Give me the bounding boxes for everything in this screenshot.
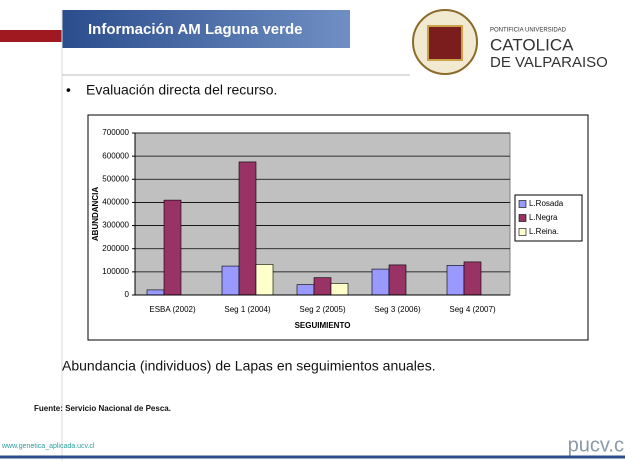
x-tick-label: Seg 2 (2005) — [299, 305, 346, 314]
logo-text: CATOLICA — [490, 35, 574, 54]
y-tick-label: 300000 — [102, 221, 129, 230]
legend-swatch — [518, 200, 527, 208]
bar — [313, 277, 332, 296]
caption: Abundancia (individuos) de Lapas en segu… — [62, 358, 436, 374]
y-tick-label: 0 — [125, 290, 130, 299]
bar — [221, 265, 240, 296]
x-tick-label: Seg 1 (2004) — [224, 305, 271, 314]
logo-text: DE VALPARAISO — [490, 54, 608, 71]
x-axis-title: SEGUIMIENTO — [295, 321, 351, 330]
footer-url: www.genetica_aplicada.ucv.cl — [1, 443, 95, 450]
y-tick-label: 200000 — [102, 244, 129, 253]
legend-swatch — [518, 228, 527, 236]
bar — [163, 199, 182, 296]
x-tick-label: Seg 3 (2006) — [374, 305, 421, 314]
header-band — [0, 30, 62, 42]
bar — [146, 289, 165, 296]
logo-shield — [427, 25, 463, 61]
bar — [371, 268, 390, 296]
logo-text: PONTIFICIA UNIVERSIDAD — [490, 28, 567, 34]
y-axis-title: ABUNDANCIA — [91, 187, 100, 241]
bar — [446, 265, 465, 296]
title-box — [62, 10, 350, 48]
y-tick-label: 500000 — [102, 174, 129, 183]
bar — [463, 261, 482, 296]
bar — [388, 264, 407, 296]
bar — [238, 161, 257, 296]
bullet-marker: • — [66, 82, 71, 98]
x-tick-label: Seg 4 (2007) — [449, 305, 496, 314]
bar — [330, 283, 349, 296]
slide-title: Información AM Laguna verde — [88, 21, 302, 38]
y-tick-label: 700000 — [102, 128, 129, 137]
x-tick-label: ESBA (2002) — [149, 305, 196, 314]
bullet-text: Evaluación directa del recurso. — [86, 82, 277, 98]
legend-label: L.Rosada — [529, 199, 564, 208]
y-tick-label: 600000 — [102, 151, 129, 160]
source: Fuente: Servicio Nacional de Pesca. — [34, 404, 171, 413]
bar — [255, 264, 274, 296]
legend-label: L.Negra — [529, 213, 558, 222]
y-tick-label: 100000 — [102, 267, 129, 276]
legend-label: L.Reina. — [529, 227, 559, 236]
legend-swatch — [518, 214, 527, 222]
y-tick-label: 400000 — [102, 198, 129, 207]
bar — [296, 284, 315, 296]
footer-brand: pucv.c — [568, 434, 624, 456]
